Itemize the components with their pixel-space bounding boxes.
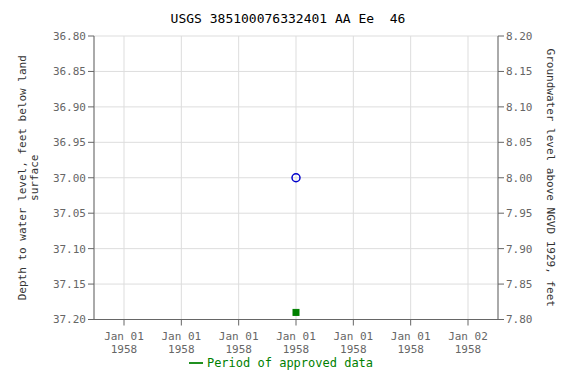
svg-text:37.20: 37.20 — [53, 313, 86, 326]
svg-text:surface: surface — [28, 155, 41, 201]
svg-text:Groundwater level above NGVD 1: Groundwater level above NGVD 1929, feet — [544, 49, 557, 307]
svg-text:37.05: 37.05 — [53, 207, 86, 220]
svg-text:Jan 021958: Jan 021958 — [448, 330, 488, 356]
svg-text:37.00: 37.00 — [53, 172, 86, 185]
svg-text:Jan 011958: Jan 011958 — [391, 330, 431, 356]
svg-text:Jan 011958: Jan 011958 — [161, 330, 201, 356]
svg-text:8.15: 8.15 — [506, 65, 533, 78]
svg-text:36.95: 36.95 — [53, 136, 86, 149]
svg-text:8.10: 8.10 — [506, 101, 533, 114]
svg-text:Depth to water level, feet bel: Depth to water level, feet below land — [15, 55, 29, 301]
svg-text:36.85: 36.85 — [53, 65, 86, 78]
svg-text:Jan 011958: Jan 011958 — [276, 330, 316, 356]
svg-text:Jan 011958: Jan 011958 — [219, 330, 259, 356]
svg-text:7.95: 7.95 — [506, 207, 533, 220]
html-text:Period of approved data: Period of approved data — [206, 355, 374, 370]
svg-text:8.20: 8.20 — [506, 30, 533, 43]
svg-text:8.05: 8.05 — [506, 136, 533, 149]
html-text:USGS 385100076332401 AA Ee 46: USGS 385100076332401 AA Ee 46 — [170, 11, 406, 26]
svg-text:Jan 011958: Jan 011958 — [333, 330, 373, 356]
svg-text:37.15: 37.15 — [53, 278, 86, 291]
svg-text:37.10: 37.10 — [53, 243, 86, 256]
svg-text:36.80: 36.80 — [53, 30, 86, 43]
svg-text:7.80: 7.80 — [506, 313, 533, 326]
svg-text:7.85: 7.85 — [506, 278, 533, 291]
svg-text:7.90: 7.90 — [506, 243, 533, 256]
svg-text:Jan 011958: Jan 011958 — [104, 330, 144, 356]
svg-text:8.00: 8.00 — [506, 172, 533, 185]
svg-text:36.90: 36.90 — [53, 101, 86, 114]
